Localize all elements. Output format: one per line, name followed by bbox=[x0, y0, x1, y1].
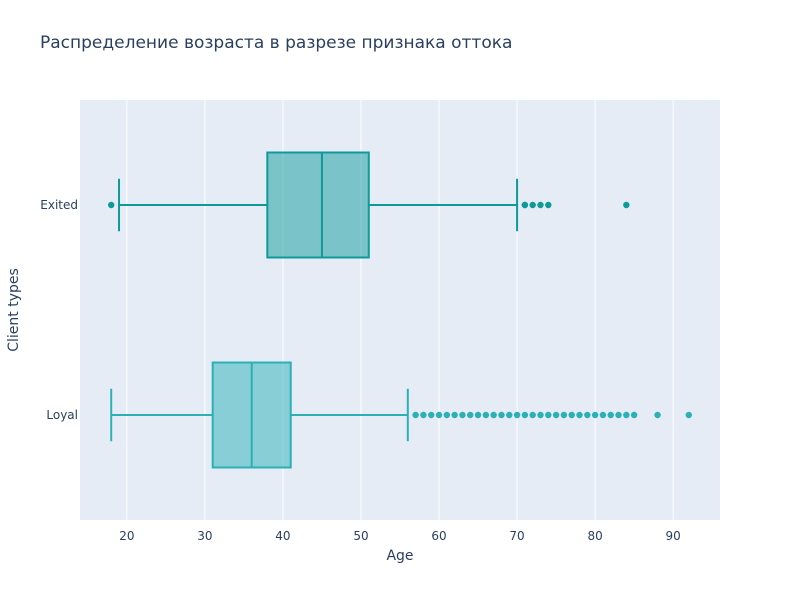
outlier-point bbox=[576, 411, 583, 419]
outlier-point bbox=[591, 411, 599, 419]
outlier-point bbox=[490, 411, 497, 419]
outlier-point bbox=[537, 201, 544, 209]
outlier-point bbox=[537, 411, 544, 419]
outlier-point bbox=[459, 411, 466, 419]
x-tick-label: 70 bbox=[509, 529, 524, 543]
outlier-point bbox=[529, 411, 536, 419]
plot-background bbox=[80, 100, 720, 520]
outlier-point bbox=[654, 411, 661, 419]
outlier-point bbox=[108, 201, 115, 209]
outlier-point bbox=[529, 201, 536, 209]
outlier-point bbox=[420, 411, 427, 419]
outlier-point bbox=[685, 411, 692, 419]
outlier-point bbox=[412, 411, 419, 419]
outlier-point bbox=[521, 201, 529, 209]
iqr-box bbox=[266, 151, 370, 259]
outlier-point bbox=[521, 411, 529, 419]
outlier-point bbox=[482, 411, 490, 419]
outlier-point bbox=[506, 411, 513, 419]
outlier-point bbox=[584, 411, 591, 419]
box-series bbox=[108, 151, 692, 469]
outlier-point bbox=[443, 411, 451, 419]
box-exited bbox=[108, 151, 630, 259]
outlier-point bbox=[467, 411, 474, 419]
y-axis-ticks: Exited Loyal bbox=[40, 198, 78, 422]
y-tick-label: Exited bbox=[40, 198, 78, 212]
outlier-point bbox=[474, 411, 482, 419]
outlier-point bbox=[513, 411, 521, 419]
outlier-point bbox=[498, 411, 505, 419]
outlier-point bbox=[560, 411, 568, 419]
outlier-point bbox=[623, 201, 630, 209]
x-tick-label: 40 bbox=[275, 529, 290, 543]
outlier-point bbox=[568, 411, 575, 419]
chart-title: Распределение возраста в разрезе признак… bbox=[40, 33, 513, 53]
outlier-point bbox=[545, 411, 552, 419]
outlier-point bbox=[545, 201, 552, 209]
x-tick-label: 50 bbox=[353, 529, 368, 543]
box-loyal bbox=[110, 361, 692, 469]
outlier-point bbox=[435, 411, 443, 419]
x-tick-label: 60 bbox=[431, 529, 446, 543]
x-tick-label: 20 bbox=[119, 529, 134, 543]
y-tick-label: Loyal bbox=[46, 408, 78, 422]
x-tick-label: 30 bbox=[197, 529, 212, 543]
outlier-point bbox=[615, 411, 622, 419]
outlier-point bbox=[607, 411, 614, 419]
outlier-point bbox=[623, 411, 630, 419]
x-tick-label: 90 bbox=[666, 529, 681, 543]
x-axis-label: Age bbox=[386, 548, 413, 564]
x-tick-label: 80 bbox=[587, 529, 602, 543]
outlier-point bbox=[552, 411, 560, 419]
outlier-point bbox=[599, 411, 607, 419]
x-axis-ticks: 20 30 40 50 60 70 80 90 bbox=[119, 529, 681, 543]
outlier-point bbox=[451, 411, 458, 419]
outlier-point bbox=[630, 411, 638, 419]
outlier-point bbox=[428, 411, 435, 419]
y-axis-label: Client types bbox=[6, 268, 22, 352]
